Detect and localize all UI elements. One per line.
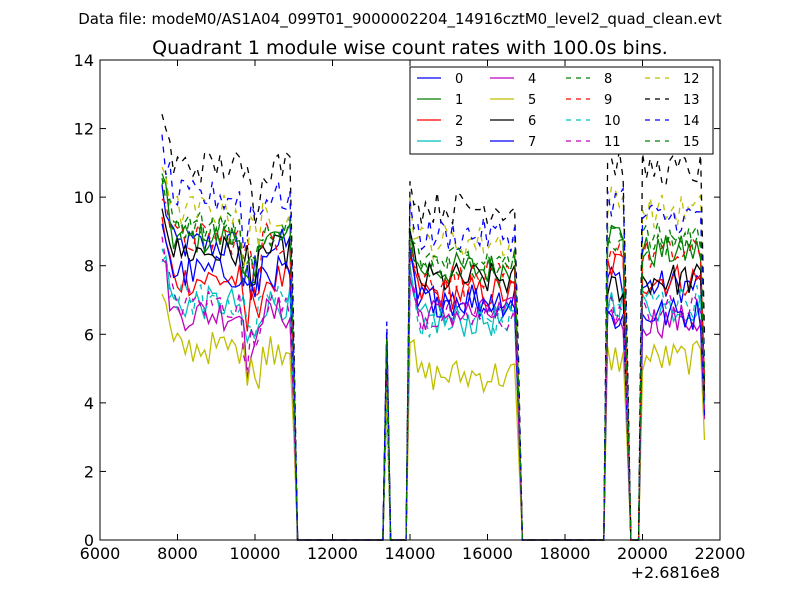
legend-label-12: 12 — [683, 72, 700, 87]
axis-ticks — [99, 59, 721, 541]
series-line-11 — [161, 236, 706, 541]
legend-label-15: 15 — [683, 135, 700, 150]
series-lines — [161, 114, 706, 541]
series-line-5 — [161, 293, 706, 541]
legend-box — [409, 66, 714, 155]
legend-label-11: 11 — [604, 135, 621, 150]
data-file-suptitle: Data file: modeM0/AS1A04_099T01_90000022… — [78, 10, 722, 29]
legend-label-10: 10 — [604, 114, 621, 129]
series-line-8 — [161, 174, 706, 541]
y-tick-label: 14 — [74, 51, 94, 70]
x-tick-label: 22000 — [695, 544, 746, 563]
legend-label-5: 5 — [528, 93, 536, 108]
legend-label-2: 2 — [455, 114, 463, 129]
y-tick-label: 0 — [84, 531, 94, 550]
series-line-15 — [161, 177, 706, 541]
legend-label-4: 4 — [528, 72, 536, 87]
x-tick-label: 16000 — [462, 544, 513, 563]
x-tick-label: 12000 — [307, 544, 358, 563]
x-offset-label: +2.6816e8 — [631, 563, 720, 582]
legend-label-9: 9 — [604, 93, 612, 108]
y-tick-label: 8 — [84, 257, 94, 276]
legend-label-7: 7 — [528, 135, 536, 150]
x-tick-label: 6000 — [80, 544, 121, 563]
y-tick-label: 4 — [84, 394, 94, 413]
series-line-7 — [161, 223, 706, 541]
x-tick-label: 8000 — [157, 544, 198, 563]
legend-label-3: 3 — [455, 135, 463, 150]
series-line-9 — [161, 198, 706, 541]
legend-label-8: 8 — [604, 72, 612, 87]
x-tick-label: 14000 — [385, 544, 436, 563]
y-tick-label: 6 — [84, 325, 94, 344]
x-tick-label: 18000 — [540, 544, 591, 563]
legend-label-0: 0 — [455, 72, 463, 87]
legend-label-13: 13 — [683, 93, 700, 108]
y-tick-label: 12 — [74, 120, 94, 139]
series-line-13 — [161, 114, 706, 541]
x-tick-label: 20000 — [617, 544, 668, 563]
legend-label-1: 1 — [455, 93, 463, 108]
x-tick-label: 10000 — [230, 544, 281, 563]
series-line-12 — [161, 166, 706, 541]
legend-label-6: 6 — [528, 114, 536, 129]
legend-label-14: 14 — [683, 114, 700, 129]
y-tick-label: 10 — [74, 188, 94, 207]
axis-tick-labels: 6000 8000 10000 12000 14000 16000 18000 20000 22… — [74, 51, 746, 563]
chart-title: Quadrant 1 module wise count rates with … — [152, 37, 668, 59]
y-tick-label: 2 — [84, 462, 94, 481]
